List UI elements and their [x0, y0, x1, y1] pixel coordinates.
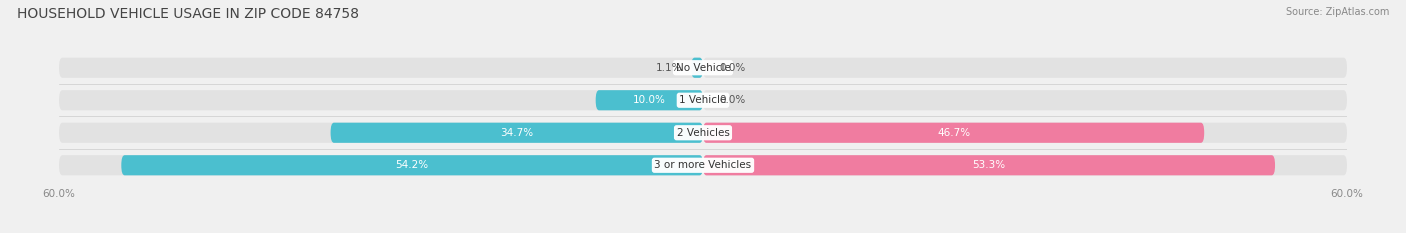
Text: HOUSEHOLD VEHICLE USAGE IN ZIP CODE 84758: HOUSEHOLD VEHICLE USAGE IN ZIP CODE 8475…	[17, 7, 359, 21]
FancyBboxPatch shape	[59, 123, 703, 143]
Text: 10.0%: 10.0%	[633, 95, 666, 105]
Text: 54.2%: 54.2%	[395, 160, 429, 170]
Text: 0.0%: 0.0%	[718, 63, 745, 73]
FancyBboxPatch shape	[692, 58, 703, 78]
FancyBboxPatch shape	[703, 155, 1275, 175]
Text: 0.0%: 0.0%	[718, 95, 745, 105]
Text: 2 Vehicles: 2 Vehicles	[676, 128, 730, 138]
FancyBboxPatch shape	[59, 58, 703, 78]
Text: 46.7%: 46.7%	[936, 128, 970, 138]
FancyBboxPatch shape	[596, 90, 703, 110]
Text: Source: ZipAtlas.com: Source: ZipAtlas.com	[1285, 7, 1389, 17]
FancyBboxPatch shape	[121, 155, 703, 175]
FancyBboxPatch shape	[330, 123, 703, 143]
FancyBboxPatch shape	[703, 58, 1347, 78]
Text: No Vehicle: No Vehicle	[675, 63, 731, 73]
FancyBboxPatch shape	[703, 155, 1347, 175]
Text: 53.3%: 53.3%	[973, 160, 1005, 170]
Text: 3 or more Vehicles: 3 or more Vehicles	[654, 160, 752, 170]
FancyBboxPatch shape	[703, 123, 1347, 143]
FancyBboxPatch shape	[59, 155, 703, 175]
Text: 1.1%: 1.1%	[657, 63, 682, 73]
FancyBboxPatch shape	[703, 90, 1347, 110]
Text: 34.7%: 34.7%	[501, 128, 533, 138]
Text: 1 Vehicle: 1 Vehicle	[679, 95, 727, 105]
FancyBboxPatch shape	[703, 123, 1204, 143]
FancyBboxPatch shape	[59, 90, 703, 110]
